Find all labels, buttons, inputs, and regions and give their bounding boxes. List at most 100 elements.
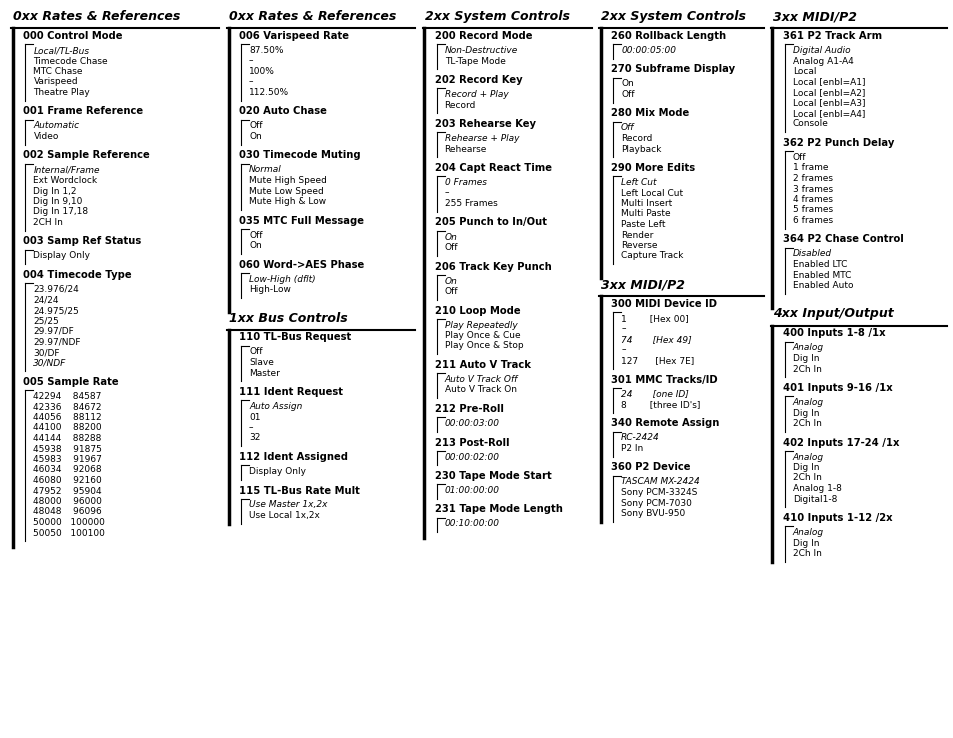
Text: RC-2424: RC-2424 xyxy=(620,433,659,443)
Text: Dig In: Dig In xyxy=(792,539,819,548)
Text: Analog: Analog xyxy=(792,452,823,461)
Text: Display Only: Display Only xyxy=(249,467,306,476)
Text: Play Once & Stop: Play Once & Stop xyxy=(444,342,522,351)
Text: 45938    91875: 45938 91875 xyxy=(33,444,102,453)
Text: 44144    88288: 44144 88288 xyxy=(33,434,102,443)
Text: On: On xyxy=(249,241,261,250)
Text: 030 Timecode Muting: 030 Timecode Muting xyxy=(239,151,360,160)
Text: 48000    96000: 48000 96000 xyxy=(33,497,102,506)
Text: 30/DF: 30/DF xyxy=(33,348,60,357)
Text: Local [enbl=A4]: Local [enbl=A4] xyxy=(792,109,864,118)
Text: Local/TL-Bus: Local/TL-Bus xyxy=(33,46,90,55)
Text: 112.50%: 112.50% xyxy=(249,88,289,97)
Text: 29.97/DF: 29.97/DF xyxy=(33,327,74,336)
Text: Record + Play: Record + Play xyxy=(444,90,508,99)
Text: On: On xyxy=(444,277,457,286)
Text: Dig In 9,10: Dig In 9,10 xyxy=(33,197,83,206)
Text: 004 Timecode Type: 004 Timecode Type xyxy=(24,270,132,280)
Text: 00:00:03:00: 00:00:03:00 xyxy=(444,419,499,428)
Text: 2xx System Controls: 2xx System Controls xyxy=(424,10,569,23)
Text: Analog 1-8: Analog 1-8 xyxy=(792,484,841,493)
Text: 50000   100000: 50000 100000 xyxy=(33,518,105,527)
Text: 401 Inputs 9-16 /1x: 401 Inputs 9-16 /1x xyxy=(782,383,892,393)
Text: 000 Control Mode: 000 Control Mode xyxy=(24,31,123,41)
Text: 006 Varispeed Rate: 006 Varispeed Rate xyxy=(239,31,349,41)
Text: 200 Record Mode: 200 Record Mode xyxy=(435,31,532,41)
Text: 4 frames: 4 frames xyxy=(792,195,832,204)
Text: Internal/Frame: Internal/Frame xyxy=(33,165,100,174)
Text: 87.50%: 87.50% xyxy=(249,46,283,55)
Text: Off: Off xyxy=(444,243,457,252)
Text: 1xx Bus Controls: 1xx Bus Controls xyxy=(229,311,348,325)
Text: 340 Remote Assign: 340 Remote Assign xyxy=(611,418,719,429)
Text: Dig In 17,18: Dig In 17,18 xyxy=(33,207,89,216)
Text: Rehearse + Play: Rehearse + Play xyxy=(444,134,518,143)
Text: Slave: Slave xyxy=(249,358,274,367)
Text: Capture Track: Capture Track xyxy=(620,252,682,261)
Text: 2Ch In: 2Ch In xyxy=(792,365,821,373)
Text: Use Master 1x,2x: Use Master 1x,2x xyxy=(249,500,327,509)
Text: 50050   100100: 50050 100100 xyxy=(33,528,105,537)
Text: 4xx Input/Output: 4xx Input/Output xyxy=(772,308,893,320)
Text: Automatic: Automatic xyxy=(33,122,79,131)
Text: 035 MTC Full Message: 035 MTC Full Message xyxy=(239,215,364,226)
Text: 45983    91967: 45983 91967 xyxy=(33,455,102,464)
Text: 2Ch In: 2Ch In xyxy=(792,419,821,428)
Text: 060 Word->AES Phase: 060 Word->AES Phase xyxy=(239,260,364,269)
Text: Local [enbl=A1]: Local [enbl=A1] xyxy=(792,77,864,86)
Text: 3xx MIDI/P2: 3xx MIDI/P2 xyxy=(772,10,856,23)
Text: 001 Frame Reference: 001 Frame Reference xyxy=(24,106,143,117)
Text: 410 Inputs 1-12 /2x: 410 Inputs 1-12 /2x xyxy=(782,513,891,523)
Text: Local: Local xyxy=(792,67,816,76)
Text: Left Local Cut: Left Local Cut xyxy=(620,188,682,198)
Text: On: On xyxy=(620,80,633,89)
Text: 002 Sample Reference: 002 Sample Reference xyxy=(24,151,150,160)
Text: TASCAM MX-2424: TASCAM MX-2424 xyxy=(620,477,700,486)
Text: 202 Record Key: 202 Record Key xyxy=(435,75,521,85)
Text: –: – xyxy=(249,57,253,66)
Text: Mute Low Speed: Mute Low Speed xyxy=(249,187,323,196)
Text: 6 frames: 6 frames xyxy=(792,216,832,225)
Text: Local [enbl=A2]: Local [enbl=A2] xyxy=(792,88,864,97)
Text: Use Local 1x,2x: Use Local 1x,2x xyxy=(249,511,319,520)
Text: 3 frames: 3 frames xyxy=(792,184,832,193)
Text: 230 Tape Mode Start: 230 Tape Mode Start xyxy=(435,471,551,481)
Text: 46080    92160: 46080 92160 xyxy=(33,476,102,485)
Text: Sony PCM-7030: Sony PCM-7030 xyxy=(620,498,691,508)
Text: Auto Assign: Auto Assign xyxy=(249,402,302,411)
Text: On: On xyxy=(444,232,457,241)
Text: Reverse: Reverse xyxy=(620,241,657,250)
Text: Low-High (dflt): Low-High (dflt) xyxy=(249,275,315,283)
Text: 400 Inputs 1-8 /1x: 400 Inputs 1-8 /1x xyxy=(782,328,884,339)
Text: 23.976/24: 23.976/24 xyxy=(33,285,79,294)
Text: 00:00:05:00: 00:00:05:00 xyxy=(620,46,676,55)
Text: 42294    84587: 42294 84587 xyxy=(33,392,102,401)
Text: 361 P2 Track Arm: 361 P2 Track Arm xyxy=(782,31,881,41)
Text: 212 Pre-Roll: 212 Pre-Roll xyxy=(435,404,503,414)
Text: 364 P2 Chase Control: 364 P2 Chase Control xyxy=(782,235,902,244)
Text: 32: 32 xyxy=(249,433,260,443)
Text: Disabled: Disabled xyxy=(792,249,831,258)
Text: Mute High & Low: Mute High & Low xyxy=(249,197,326,206)
Text: 0 Frames: 0 Frames xyxy=(444,178,486,187)
Text: 24.975/25: 24.975/25 xyxy=(33,306,79,315)
Text: 3xx MIDI/P2: 3xx MIDI/P2 xyxy=(600,278,684,291)
Text: 301 MMC Tracks/ID: 301 MMC Tracks/ID xyxy=(611,374,717,384)
Text: 42336    84672: 42336 84672 xyxy=(33,402,102,412)
Text: Multi Insert: Multi Insert xyxy=(620,199,672,208)
Text: 115 TL-Bus Rate Mult: 115 TL-Bus Rate Mult xyxy=(239,486,359,495)
Text: TL-Tape Mode: TL-Tape Mode xyxy=(444,57,505,66)
Text: –: – xyxy=(249,423,253,432)
Text: Off: Off xyxy=(249,122,262,131)
Text: Multi Paste: Multi Paste xyxy=(620,210,670,218)
Text: 48048    96096: 48048 96096 xyxy=(33,508,102,517)
Text: Paste Left: Paste Left xyxy=(620,220,665,229)
Text: –: – xyxy=(249,77,253,86)
Text: 74       [Hex 49]: 74 [Hex 49] xyxy=(620,335,691,344)
Text: 44056    88112: 44056 88112 xyxy=(33,413,102,422)
Text: P2 In: P2 In xyxy=(620,444,642,453)
Text: 5 frames: 5 frames xyxy=(792,205,832,215)
Text: Off: Off xyxy=(444,287,457,296)
Text: Dig In 1,2: Dig In 1,2 xyxy=(33,187,77,196)
Text: Local [enbl=A3]: Local [enbl=A3] xyxy=(792,98,864,108)
